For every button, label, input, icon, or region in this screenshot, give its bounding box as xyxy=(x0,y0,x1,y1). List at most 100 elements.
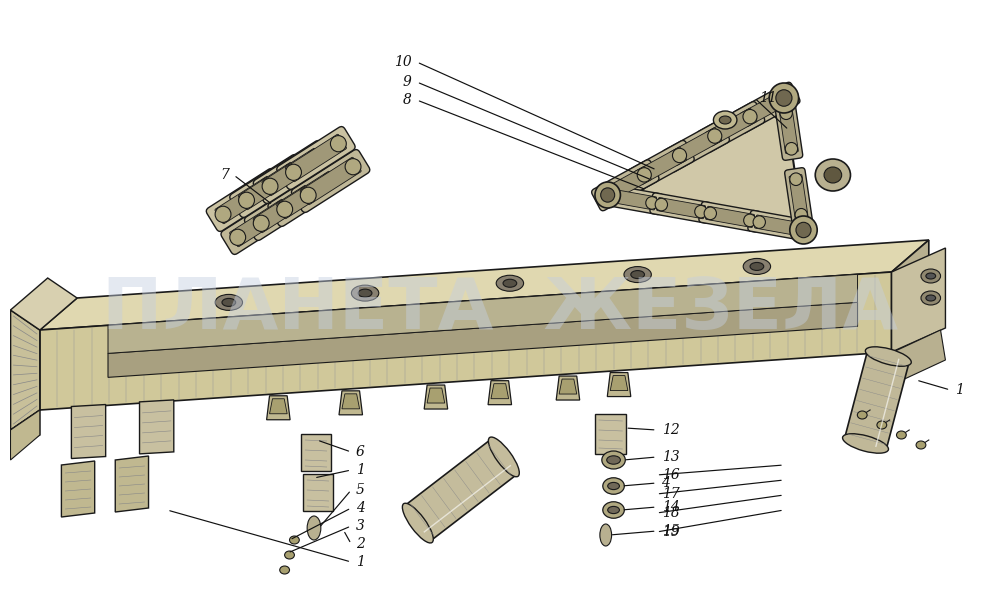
Polygon shape xyxy=(40,240,929,330)
Ellipse shape xyxy=(215,206,231,222)
Ellipse shape xyxy=(790,216,817,244)
Ellipse shape xyxy=(600,524,612,546)
Polygon shape xyxy=(424,385,448,409)
FancyBboxPatch shape xyxy=(277,171,338,219)
Ellipse shape xyxy=(275,201,290,217)
FancyBboxPatch shape xyxy=(595,414,626,454)
FancyBboxPatch shape xyxy=(303,474,333,511)
Polygon shape xyxy=(10,410,40,450)
FancyBboxPatch shape xyxy=(635,147,686,185)
Ellipse shape xyxy=(916,441,926,449)
Ellipse shape xyxy=(672,148,687,163)
Ellipse shape xyxy=(704,207,716,220)
Polygon shape xyxy=(607,372,631,396)
Ellipse shape xyxy=(402,503,433,543)
Ellipse shape xyxy=(488,437,519,477)
Text: 19: 19 xyxy=(662,525,679,539)
Ellipse shape xyxy=(793,223,805,235)
Text: 18: 18 xyxy=(662,506,679,520)
Ellipse shape xyxy=(646,197,658,209)
FancyBboxPatch shape xyxy=(608,189,657,210)
Ellipse shape xyxy=(230,229,246,246)
Ellipse shape xyxy=(606,190,619,202)
Ellipse shape xyxy=(877,421,887,429)
Text: 13: 13 xyxy=(662,450,679,464)
FancyBboxPatch shape xyxy=(697,102,765,153)
FancyBboxPatch shape xyxy=(592,160,659,211)
Polygon shape xyxy=(887,330,945,385)
FancyBboxPatch shape xyxy=(599,166,651,204)
Ellipse shape xyxy=(921,269,941,283)
Ellipse shape xyxy=(603,502,624,519)
Ellipse shape xyxy=(603,478,624,494)
Polygon shape xyxy=(115,456,149,512)
Ellipse shape xyxy=(637,167,651,182)
FancyBboxPatch shape xyxy=(650,193,712,224)
Ellipse shape xyxy=(785,142,798,155)
FancyBboxPatch shape xyxy=(657,197,706,219)
Ellipse shape xyxy=(815,159,850,191)
Polygon shape xyxy=(559,379,577,394)
FancyBboxPatch shape xyxy=(285,134,346,182)
Ellipse shape xyxy=(277,201,293,218)
Ellipse shape xyxy=(670,150,684,164)
Text: 3: 3 xyxy=(356,519,365,533)
FancyBboxPatch shape xyxy=(740,89,792,126)
FancyBboxPatch shape xyxy=(238,162,299,210)
FancyBboxPatch shape xyxy=(670,128,722,165)
FancyBboxPatch shape xyxy=(755,215,803,236)
Text: 11: 11 xyxy=(759,91,777,105)
FancyBboxPatch shape xyxy=(748,210,810,241)
Ellipse shape xyxy=(608,482,619,489)
Ellipse shape xyxy=(843,434,888,453)
Ellipse shape xyxy=(322,173,337,189)
FancyBboxPatch shape xyxy=(706,206,755,228)
Polygon shape xyxy=(892,248,945,352)
FancyBboxPatch shape xyxy=(733,82,800,133)
Text: 2: 2 xyxy=(356,537,365,551)
Ellipse shape xyxy=(753,216,765,228)
Ellipse shape xyxy=(345,159,361,175)
Ellipse shape xyxy=(599,188,613,203)
Polygon shape xyxy=(108,302,858,377)
Polygon shape xyxy=(10,278,77,330)
Ellipse shape xyxy=(713,111,737,129)
FancyBboxPatch shape xyxy=(230,154,308,218)
Text: 9: 9 xyxy=(403,75,412,89)
Polygon shape xyxy=(61,461,95,517)
Ellipse shape xyxy=(790,173,802,185)
Text: 8: 8 xyxy=(403,93,412,107)
Ellipse shape xyxy=(795,209,807,221)
Ellipse shape xyxy=(865,347,911,367)
Ellipse shape xyxy=(595,182,620,208)
FancyBboxPatch shape xyxy=(301,434,331,471)
Polygon shape xyxy=(892,240,929,352)
FancyBboxPatch shape xyxy=(244,178,323,240)
Ellipse shape xyxy=(239,192,254,209)
Ellipse shape xyxy=(740,111,754,125)
Polygon shape xyxy=(270,399,287,414)
Ellipse shape xyxy=(824,167,842,183)
FancyBboxPatch shape xyxy=(779,108,798,153)
Ellipse shape xyxy=(286,164,301,181)
Polygon shape xyxy=(608,98,803,230)
Ellipse shape xyxy=(776,90,792,106)
Ellipse shape xyxy=(926,273,936,279)
Text: 1: 1 xyxy=(356,555,365,569)
Ellipse shape xyxy=(496,275,524,291)
Ellipse shape xyxy=(750,262,764,271)
Text: 12: 12 xyxy=(662,423,679,437)
FancyBboxPatch shape xyxy=(291,150,370,212)
FancyBboxPatch shape xyxy=(705,108,757,146)
Polygon shape xyxy=(342,394,360,409)
Text: 7: 7 xyxy=(220,168,229,182)
Ellipse shape xyxy=(290,536,299,544)
FancyBboxPatch shape xyxy=(230,199,291,247)
Polygon shape xyxy=(339,391,362,415)
Ellipse shape xyxy=(503,280,517,287)
Ellipse shape xyxy=(796,222,811,238)
Ellipse shape xyxy=(260,178,276,194)
Ellipse shape xyxy=(926,295,936,301)
Polygon shape xyxy=(556,376,580,400)
Polygon shape xyxy=(491,384,509,399)
